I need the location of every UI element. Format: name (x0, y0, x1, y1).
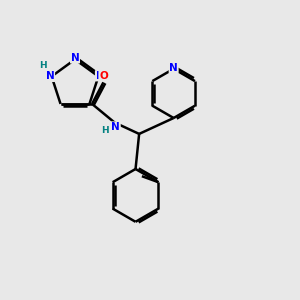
Text: N: N (169, 63, 178, 73)
Text: H: H (101, 126, 109, 135)
Text: N: N (111, 122, 120, 132)
Text: H: H (39, 61, 47, 70)
Text: N: N (46, 71, 55, 81)
Text: N: N (70, 53, 80, 63)
Text: O: O (99, 71, 108, 81)
Text: N: N (95, 71, 104, 81)
